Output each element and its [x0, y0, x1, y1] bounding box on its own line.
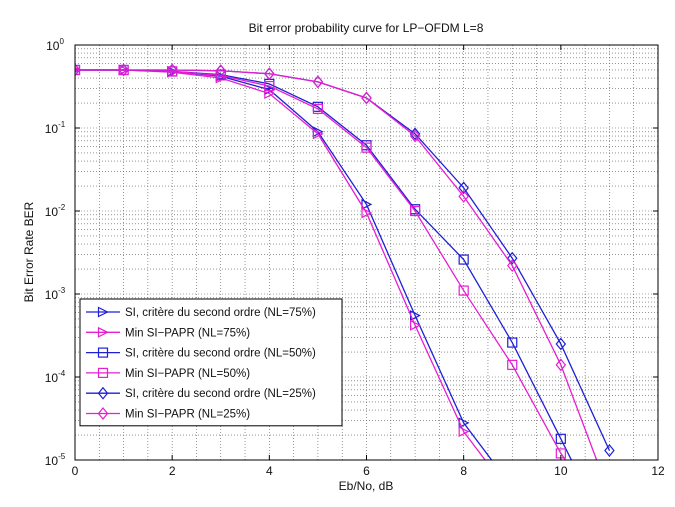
- legend-box: [79, 298, 343, 427]
- data-point: [507, 337, 518, 348]
- data-point: [264, 80, 275, 92]
- data-point: [458, 181, 469, 195]
- x-tick-label: 6: [363, 464, 370, 478]
- legend-entry: Min SI−PAPR (NL=75%): [125, 327, 250, 339]
- series-line: [75, 69, 598, 460]
- data-point: [166, 63, 178, 77]
- data-point: [215, 64, 227, 78]
- x-tick-label: 12: [651, 464, 665, 478]
- legend-entry: SI, critère du second ordre (NL=75%): [125, 307, 316, 319]
- x-tick-label: 10: [554, 464, 568, 478]
- series-layer: [75, 63, 615, 460]
- y-axis-label: Bit Error Rate BER: [22, 201, 36, 302]
- data-point: [312, 75, 324, 89]
- y-tick-label: 10-3: [45, 286, 66, 302]
- legend-entry: SI, critère du second ordre (NL=25%): [125, 388, 316, 400]
- y-tick-label: 10-5: [45, 452, 66, 468]
- data-point: [458, 189, 469, 203]
- data-point: [507, 359, 518, 370]
- data-point: [409, 205, 421, 217]
- y-tick-label: 10-1: [45, 120, 66, 136]
- series-line: [75, 69, 567, 460]
- data-point: [75, 63, 81, 77]
- legend-swatch-marker: [97, 367, 109, 378]
- series-6: [75, 63, 598, 460]
- data-point: [409, 127, 421, 141]
- legend-swatch-marker: [97, 326, 109, 338]
- data-point: [458, 426, 470, 438]
- data-point: [506, 251, 518, 265]
- y-tick-label: 100: [46, 37, 64, 53]
- data-point: [361, 207, 373, 219]
- data-point: [264, 67, 275, 81]
- data-point: [555, 337, 567, 351]
- data-point: [555, 358, 567, 372]
- data-point: [312, 103, 324, 114]
- data-point: [264, 88, 276, 100]
- series-4: [75, 64, 567, 460]
- y-tick-label: 10-2: [45, 203, 66, 219]
- x-tick-label: 4: [266, 464, 273, 478]
- data-point: [118, 63, 129, 77]
- data-point: [458, 285, 469, 296]
- data-point: [409, 319, 421, 331]
- legend-swatch-marker: [97, 407, 109, 420]
- x-axis-ticks: 0 2 4 6 8 10 12: [72, 45, 665, 478]
- x-tick-label: 8: [460, 464, 467, 478]
- legend-entry: Min SI−PAPR (NL=50%): [125, 368, 250, 380]
- data-point: [506, 259, 518, 273]
- data-point: [361, 91, 372, 105]
- x-tick-label: 2: [169, 464, 176, 478]
- legend: SI, critère du second ordre (NL=75%) Min …: [79, 298, 343, 427]
- data-point: [458, 254, 469, 265]
- y-tick-label: 10-4: [45, 369, 66, 385]
- data-point: [409, 129, 421, 143]
- x-axis-label: Eb/No, dB: [339, 479, 394, 493]
- legend-swatch-marker: [97, 386, 109, 400]
- legend-entry: SI, critère du second ordre (NL=50%): [125, 348, 316, 360]
- data-point: [361, 142, 372, 153]
- x-tick-label: 0: [72, 464, 79, 478]
- legend-swatch-marker: [97, 306, 109, 318]
- chart-title: Bit error probability curve for LP−OFDM …: [249, 21, 484, 35]
- data-point: [604, 444, 615, 457]
- legend-entry: Min SI−PAPR (NL=25%): [125, 409, 250, 421]
- legend-swatch-marker: [97, 347, 109, 358]
- data-point: [312, 128, 324, 140]
- y-axis-ticks: 100 10-1 10-2 10-3 10-4 10-5: [45, 37, 658, 468]
- data-point: [555, 433, 566, 444]
